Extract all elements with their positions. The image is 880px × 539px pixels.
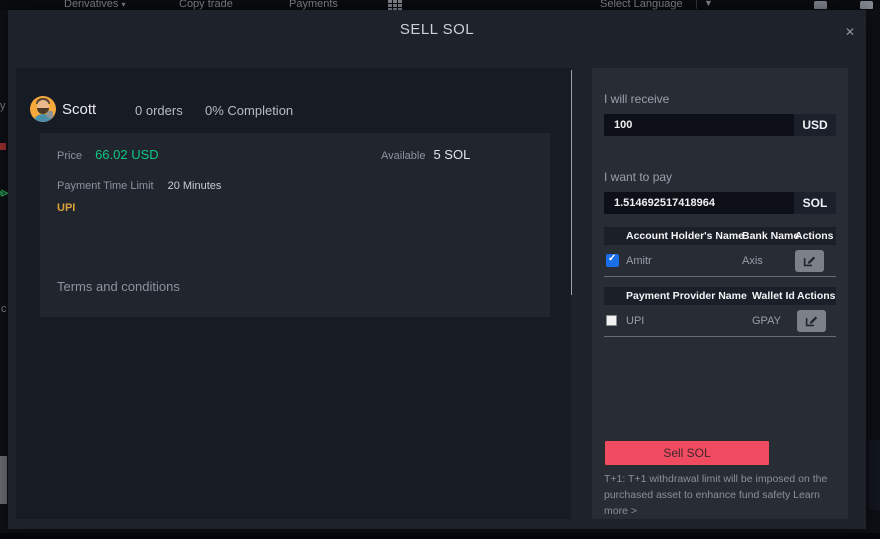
payment-method-badge: UPI [57,202,76,214]
bank-account-table: Account Holder's Name Bank Name Actions … [604,227,836,277]
modal-title: SELL SOL [399,21,475,38]
receive-amount-input[interactable] [604,114,794,136]
payment-provider-table: Payment Provider Name Wallet Id Actions … [604,287,836,337]
payment-time-limit-value: 20 Minutes [167,180,222,192]
close-icon[interactable]: ✕ [844,25,855,39]
column-actions: Actions [795,230,834,242]
column-account-holder: Account Holder's Name [626,230,745,242]
nav-derivatives[interactable]: Derivatives ▾ [64,0,125,10]
table-row: UPI GPAY [604,305,836,337]
pay-label: I want to pay [604,170,673,184]
support-icon[interactable] [814,1,827,9]
column-bank-name: Bank Name [742,230,800,242]
nav-copy-trade[interactable]: Copy trade [179,0,233,10]
clipped-chevrons-icon: ≫ [0,186,9,200]
account-holder-value: Amitr [626,254,652,267]
clipped-background-text: c [1,303,7,315]
top-navigation-bar: Derivatives ▾ Copy trade Payments Select… [0,0,880,10]
edit-icon [803,256,816,267]
seller-orders-count: 0 orders [135,103,183,118]
available-value: 5 SOL [433,147,471,162]
wallet-table-header: Payment Provider Name Wallet Id Actions [604,287,836,305]
column-wallet-id: Wallet Id [752,290,795,302]
price-label: Price [57,150,83,162]
bank-row-checkbox[interactable] [606,253,619,267]
pay-amount-input[interactable] [604,192,794,214]
page-scrollbar[interactable] [0,456,7,504]
topbar-divider [696,0,697,9]
bank-table-header: Account Holder's Name Bank Name Actions [604,227,836,245]
wallet-id-value: GPAY [752,314,781,327]
edit-bank-button[interactable] [795,249,824,272]
nav-derivatives-label: Derivatives [64,0,119,10]
receive-input-row: USD [604,114,836,136]
price-value: 66.02 USD [95,147,159,162]
table-row: Amitr Axis [604,245,836,277]
offer-details-card: Price 66.02 USD Available 5 SOL Payment … [40,133,550,317]
pay-currency-suffix: SOL [794,192,836,214]
receive-currency-suffix: USD [794,114,836,136]
download-icon[interactable] [860,1,873,9]
sell-sol-button[interactable]: Sell SOL [604,440,770,466]
seller-avatar [30,96,56,122]
order-form-panel: I will receive USD I want to pay SOL Acc… [592,68,848,519]
payment-provider-value: UPI [626,314,645,327]
receive-label: I will receive [604,92,670,106]
select-language[interactable]: Select Language [600,0,683,10]
terms-and-conditions-link[interactable]: Terms and conditions [57,279,180,294]
language-caret-icon[interactable]: ▼ [704,0,713,8]
apps-grid-icon[interactable] [388,0,405,10]
payment-time-limit-label: Payment Time Limit [57,180,154,192]
edit-icon [805,316,818,327]
clipped-background-text: y [0,100,6,112]
sell-sol-modal: SELL SOL ✕ Scott 0 orders 0% Completion … [8,10,866,529]
seller-name[interactable]: Scott [62,101,97,118]
clipped-red-marker [0,143,6,150]
bottom-edge [0,533,880,539]
bank-name-value: Axis [742,254,763,267]
column-actions: Actions [797,290,836,302]
clipped-background-panel [869,440,880,510]
offer-info-panel: Scott 0 orders 0% Completion Price 66.02… [16,68,571,519]
column-payment-provider: Payment Provider Name [626,290,747,302]
seller-completion-rate: 0% Completion [205,103,294,118]
edit-wallet-button[interactable] [797,309,826,332]
pay-input-row: SOL [604,192,836,214]
available-label: Available [381,150,426,162]
wallet-row-checkbox[interactable] [606,315,617,326]
nav-payments[interactable]: Payments [289,0,338,10]
panel-divider [571,70,572,295]
chevron-down-icon: ▾ [121,0,126,9]
withdrawal-limit-note: T+1: T+1 withdrawal limit will be impose… [604,473,828,517]
